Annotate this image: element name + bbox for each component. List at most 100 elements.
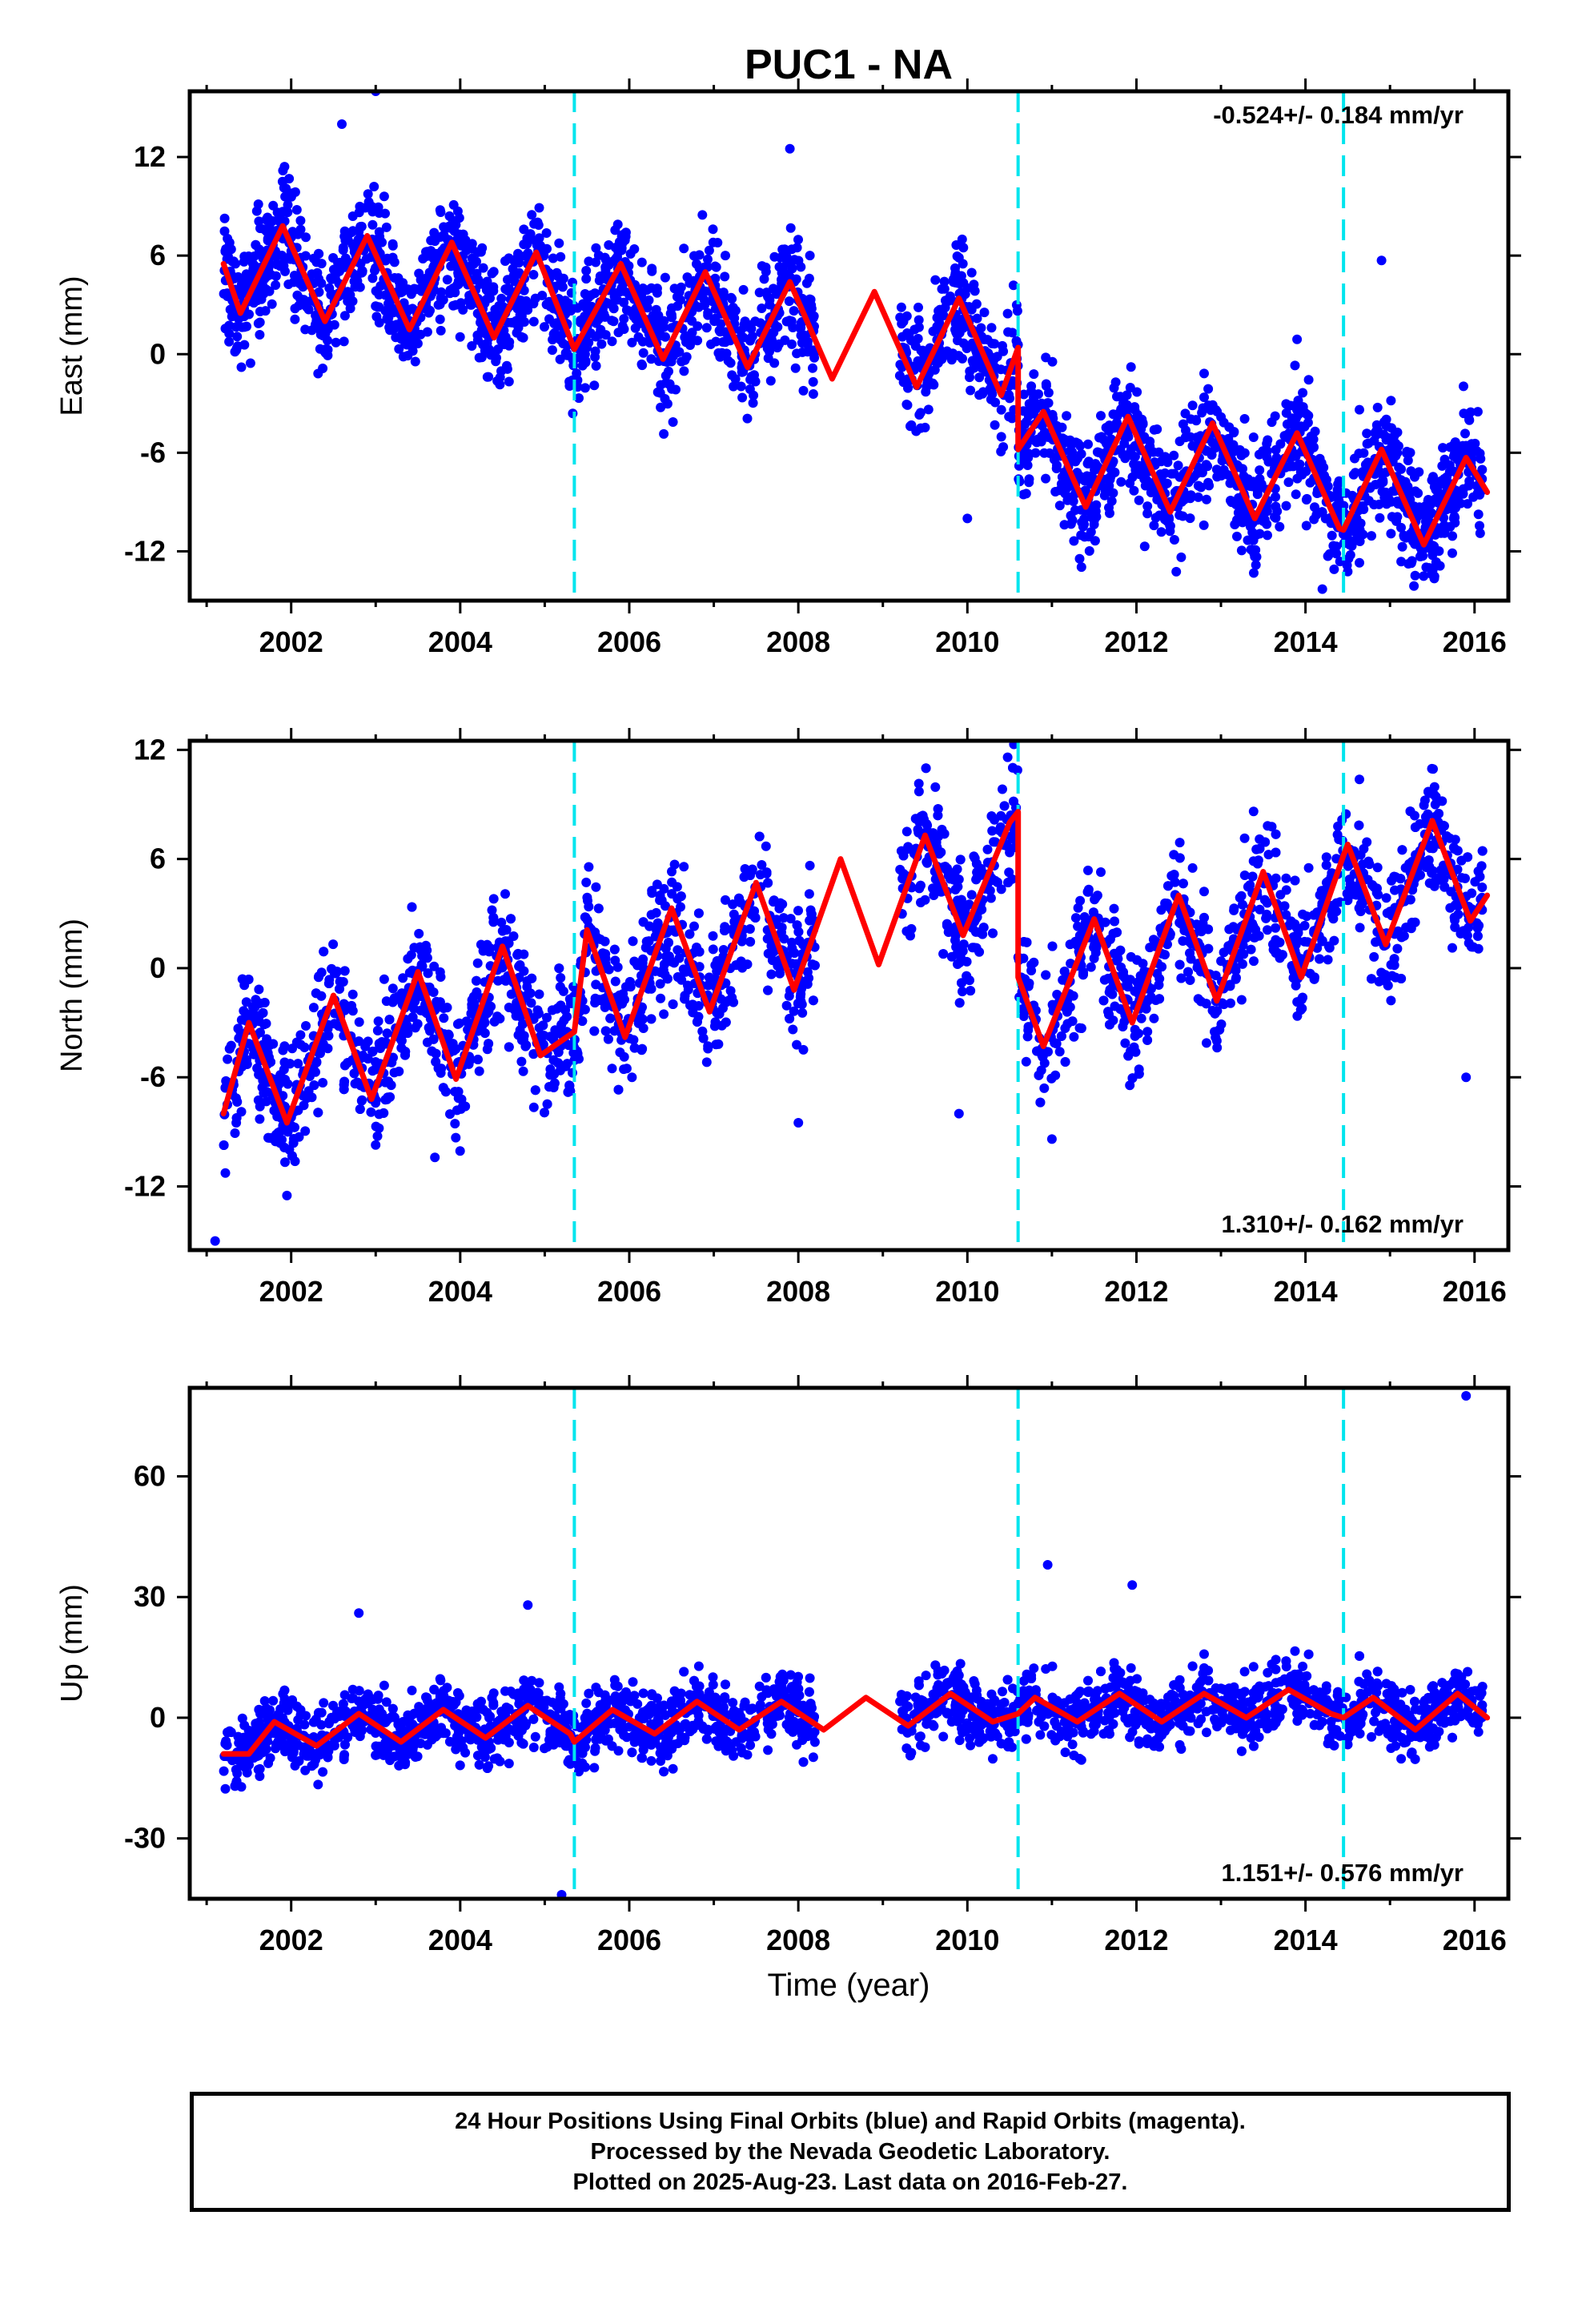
data-point xyxy=(789,255,800,265)
data-point xyxy=(237,322,247,332)
data-point xyxy=(1309,514,1319,525)
data-point xyxy=(656,993,666,1003)
data-point xyxy=(328,939,339,950)
data-point xyxy=(745,384,755,394)
data-point xyxy=(1410,539,1420,549)
data-point xyxy=(1298,388,1308,398)
data-point xyxy=(581,877,592,887)
data-point xyxy=(996,404,1006,415)
data-point xyxy=(280,266,290,276)
data-point xyxy=(1109,423,1119,433)
data-point xyxy=(1003,878,1014,887)
data-point xyxy=(335,257,345,267)
data-point xyxy=(316,259,327,269)
data-point xyxy=(1263,435,1273,445)
data-point xyxy=(1024,477,1034,488)
data-point xyxy=(232,332,243,342)
data-point xyxy=(1389,431,1399,441)
data-point xyxy=(1362,428,1372,439)
data-point xyxy=(759,274,769,284)
data-point xyxy=(244,309,254,320)
data-point xyxy=(298,282,308,292)
data-point xyxy=(1157,962,1167,972)
data-point xyxy=(1477,464,1488,475)
data-point xyxy=(1327,910,1337,920)
data-point xyxy=(1281,873,1291,883)
data-point xyxy=(394,344,404,354)
data-point xyxy=(1125,383,1135,392)
data-points xyxy=(210,741,1488,1246)
data-point xyxy=(646,910,656,920)
data-point xyxy=(295,1030,306,1040)
data-point xyxy=(424,308,434,318)
data-point xyxy=(913,786,924,797)
data-point xyxy=(647,263,657,274)
data-point xyxy=(951,327,962,337)
data-point xyxy=(1076,562,1086,573)
data-point xyxy=(1417,547,1427,557)
data-point xyxy=(1146,480,1156,491)
data-point xyxy=(619,297,629,308)
data-point xyxy=(701,1057,712,1068)
data-point xyxy=(1420,517,1431,527)
data-point xyxy=(1397,541,1407,552)
data-point xyxy=(757,304,767,313)
data-point xyxy=(1069,536,1079,546)
data-point xyxy=(1186,490,1196,501)
data-point xyxy=(284,174,295,184)
data-point xyxy=(272,250,283,260)
data-point xyxy=(1249,956,1259,967)
data-point xyxy=(1450,437,1460,448)
data-point xyxy=(1083,865,1093,875)
data-point xyxy=(290,314,300,324)
data-point xyxy=(387,304,398,314)
data-point xyxy=(708,944,718,955)
data-point xyxy=(1403,456,1413,465)
data-point xyxy=(1103,473,1113,484)
data-point xyxy=(1160,898,1170,908)
data-point xyxy=(343,296,353,307)
data-point xyxy=(765,300,775,310)
data-point xyxy=(263,234,273,243)
data-point xyxy=(1477,883,1488,892)
data-point xyxy=(938,949,949,959)
data-point xyxy=(1187,400,1198,411)
data-point xyxy=(1105,508,1114,518)
data-point xyxy=(259,288,269,299)
data-point xyxy=(367,219,378,230)
data-point xyxy=(781,1000,792,1011)
data-point xyxy=(1196,482,1207,493)
data-point xyxy=(219,226,230,236)
data-point xyxy=(793,235,803,245)
data-point xyxy=(1142,509,1153,519)
data-point xyxy=(693,302,704,312)
data-point xyxy=(1390,885,1399,895)
data-point xyxy=(1386,995,1396,1006)
data-point xyxy=(254,984,264,995)
data-point xyxy=(791,274,801,284)
x-tick-label: 2002 xyxy=(259,625,323,658)
data-point xyxy=(1090,506,1101,517)
data-point xyxy=(629,244,640,254)
data-point xyxy=(1232,531,1242,541)
data-point xyxy=(1375,513,1385,523)
data-point xyxy=(380,208,390,219)
data-point xyxy=(414,928,424,939)
data-point xyxy=(773,322,783,332)
data-point xyxy=(627,1072,637,1083)
y-axis-label: East (mm) xyxy=(55,275,89,416)
data-point xyxy=(385,325,396,336)
data-point xyxy=(930,275,941,285)
data-point xyxy=(638,348,648,358)
data-point xyxy=(633,1018,644,1028)
data-point xyxy=(667,889,677,899)
data-point xyxy=(661,332,670,342)
outlier-point xyxy=(337,119,347,129)
data-point xyxy=(1099,490,1110,501)
data-point xyxy=(1405,448,1415,458)
data-point xyxy=(1239,513,1249,524)
data-point xyxy=(679,862,689,872)
data-point xyxy=(530,293,540,304)
data-point xyxy=(1051,464,1062,473)
data-point xyxy=(1247,527,1258,537)
